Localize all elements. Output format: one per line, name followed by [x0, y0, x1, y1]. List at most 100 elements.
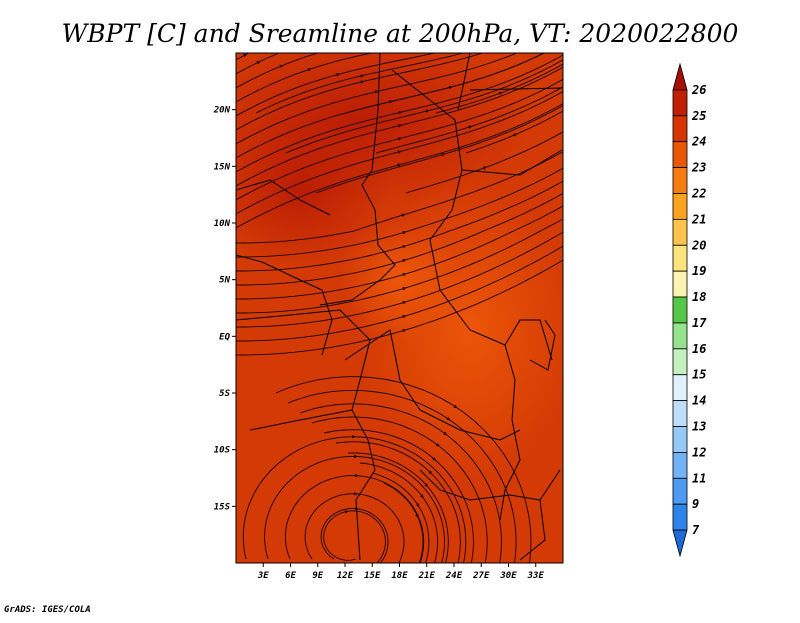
streamline-arrow: [428, 470, 433, 475]
colorbar-bin: [672, 322, 688, 350]
streamline-arrow: [415, 503, 420, 508]
border-line: [344, 329, 521, 441]
colorbar-label: 26: [691, 83, 706, 97]
y-tick-label: 20N: [213, 106, 231, 116]
streamline-arrow: [419, 494, 424, 499]
colorbar-label: 17: [692, 316, 707, 330]
streamline-arrow: [352, 435, 356, 439]
border-line: [539, 469, 561, 501]
streamlines: [236, 53, 563, 563]
colorbar-label: 13: [692, 420, 706, 434]
streamline: [405, 131, 563, 194]
colorbar-label: 24: [691, 135, 706, 149]
streamline: [236, 218, 563, 314]
colorbar-bin: [672, 374, 688, 402]
y-tick-label: 5S: [219, 389, 230, 399]
streamline-arrow: [402, 272, 407, 277]
colorbar-bin: [672, 477, 688, 505]
border-line: [461, 149, 563, 176]
streamline: [236, 192, 563, 286]
border-line: [419, 469, 546, 561]
streamline-arrow: [415, 513, 419, 518]
streamline-arrow: [402, 286, 407, 291]
x-tick-label: 3E: [257, 571, 269, 581]
streamline-arrow: [243, 53, 248, 58]
streamline: [264, 455, 445, 563]
streamline-arrow: [446, 416, 451, 421]
country-borders: [236, 53, 563, 561]
y-tick-label: EQ: [219, 332, 230, 342]
colorbar-bin: [672, 270, 688, 298]
streamline-arrow: [344, 510, 349, 514]
streamline-arrow: [354, 454, 358, 459]
streamline: [236, 151, 563, 244]
colorbar-label: 22: [691, 186, 706, 200]
streamline-arrow: [435, 443, 440, 447]
colorbar-bin: [672, 452, 688, 479]
border-line: [529, 319, 556, 371]
streamline-arrow: [354, 492, 358, 496]
streamline-arrow: [432, 457, 437, 461]
streamline-arrow: [482, 166, 487, 170]
streamline: [236, 231, 563, 328]
border-line: [319, 53, 396, 306]
border-line: [236, 254, 333, 356]
colorbar-bin: [672, 193, 688, 220]
streamline-arrow: [402, 258, 407, 263]
streamline: [304, 493, 405, 563]
colorbar-label: 21: [691, 212, 706, 226]
streamline-arrow: [398, 124, 403, 128]
streamline-arrow: [468, 125, 473, 129]
colorbar-bin: [672, 115, 688, 143]
x-tick-label: 6E: [285, 571, 296, 581]
y-tick-label: 15S: [214, 502, 231, 512]
streamline: [242, 436, 467, 563]
x-tick-label: 9E: [312, 571, 323, 581]
streamline: [371, 472, 430, 563]
streamline-arrow: [398, 137, 402, 141]
colorbar-label: 16: [692, 342, 706, 356]
border-line: [429, 239, 521, 521]
streamline-arrow: [402, 230, 407, 235]
border-line: [457, 53, 471, 111]
colorbar-bin: [672, 89, 688, 117]
x-tick-label: 15E: [364, 571, 381, 581]
colorbar-bin: [672, 218, 688, 246]
streamline-arrow: [397, 150, 402, 154]
x-tick-label: 18E: [391, 571, 408, 581]
streamline-arrow: [498, 91, 503, 96]
colorbar-label: 18: [692, 290, 706, 304]
colorbar-label: 23: [691, 161, 706, 175]
colorbar-bin: [672, 400, 688, 427]
colorbar-label: 12: [692, 445, 706, 459]
border-line: [504, 319, 553, 361]
streamline-arrow: [360, 74, 365, 78]
streamline-arrow: [374, 90, 379, 94]
field-region-west: [236, 300, 340, 420]
colorbar-bin: [672, 167, 688, 194]
colorbar-label: 9: [692, 497, 699, 511]
streamline: [236, 180, 563, 272]
streamline: [236, 245, 563, 342]
streamline-arrow: [448, 85, 453, 90]
streamline-arrow: [402, 328, 407, 333]
streamline: [236, 53, 437, 117]
streamline: [236, 259, 563, 356]
field-region-center: [340, 220, 460, 340]
colorbar-bin: [672, 141, 688, 168]
x-tick-label: 27E: [472, 571, 490, 581]
streamline-arrow: [443, 431, 448, 436]
colorbar-bin: [672, 426, 688, 453]
colorbar-label: 15: [692, 368, 706, 382]
streamline-arrow: [441, 153, 446, 157]
colorbar-bin: [672, 244, 688, 272]
streamline-arrow: [360, 80, 365, 84]
streamline: [236, 205, 563, 300]
x-tick-label: 33E: [527, 571, 545, 581]
x-tick-label: 12E: [337, 571, 354, 581]
colorbar-label: 25: [691, 109, 706, 123]
streamline-arrow: [336, 73, 341, 77]
colorbar-bin: [672, 348, 688, 376]
